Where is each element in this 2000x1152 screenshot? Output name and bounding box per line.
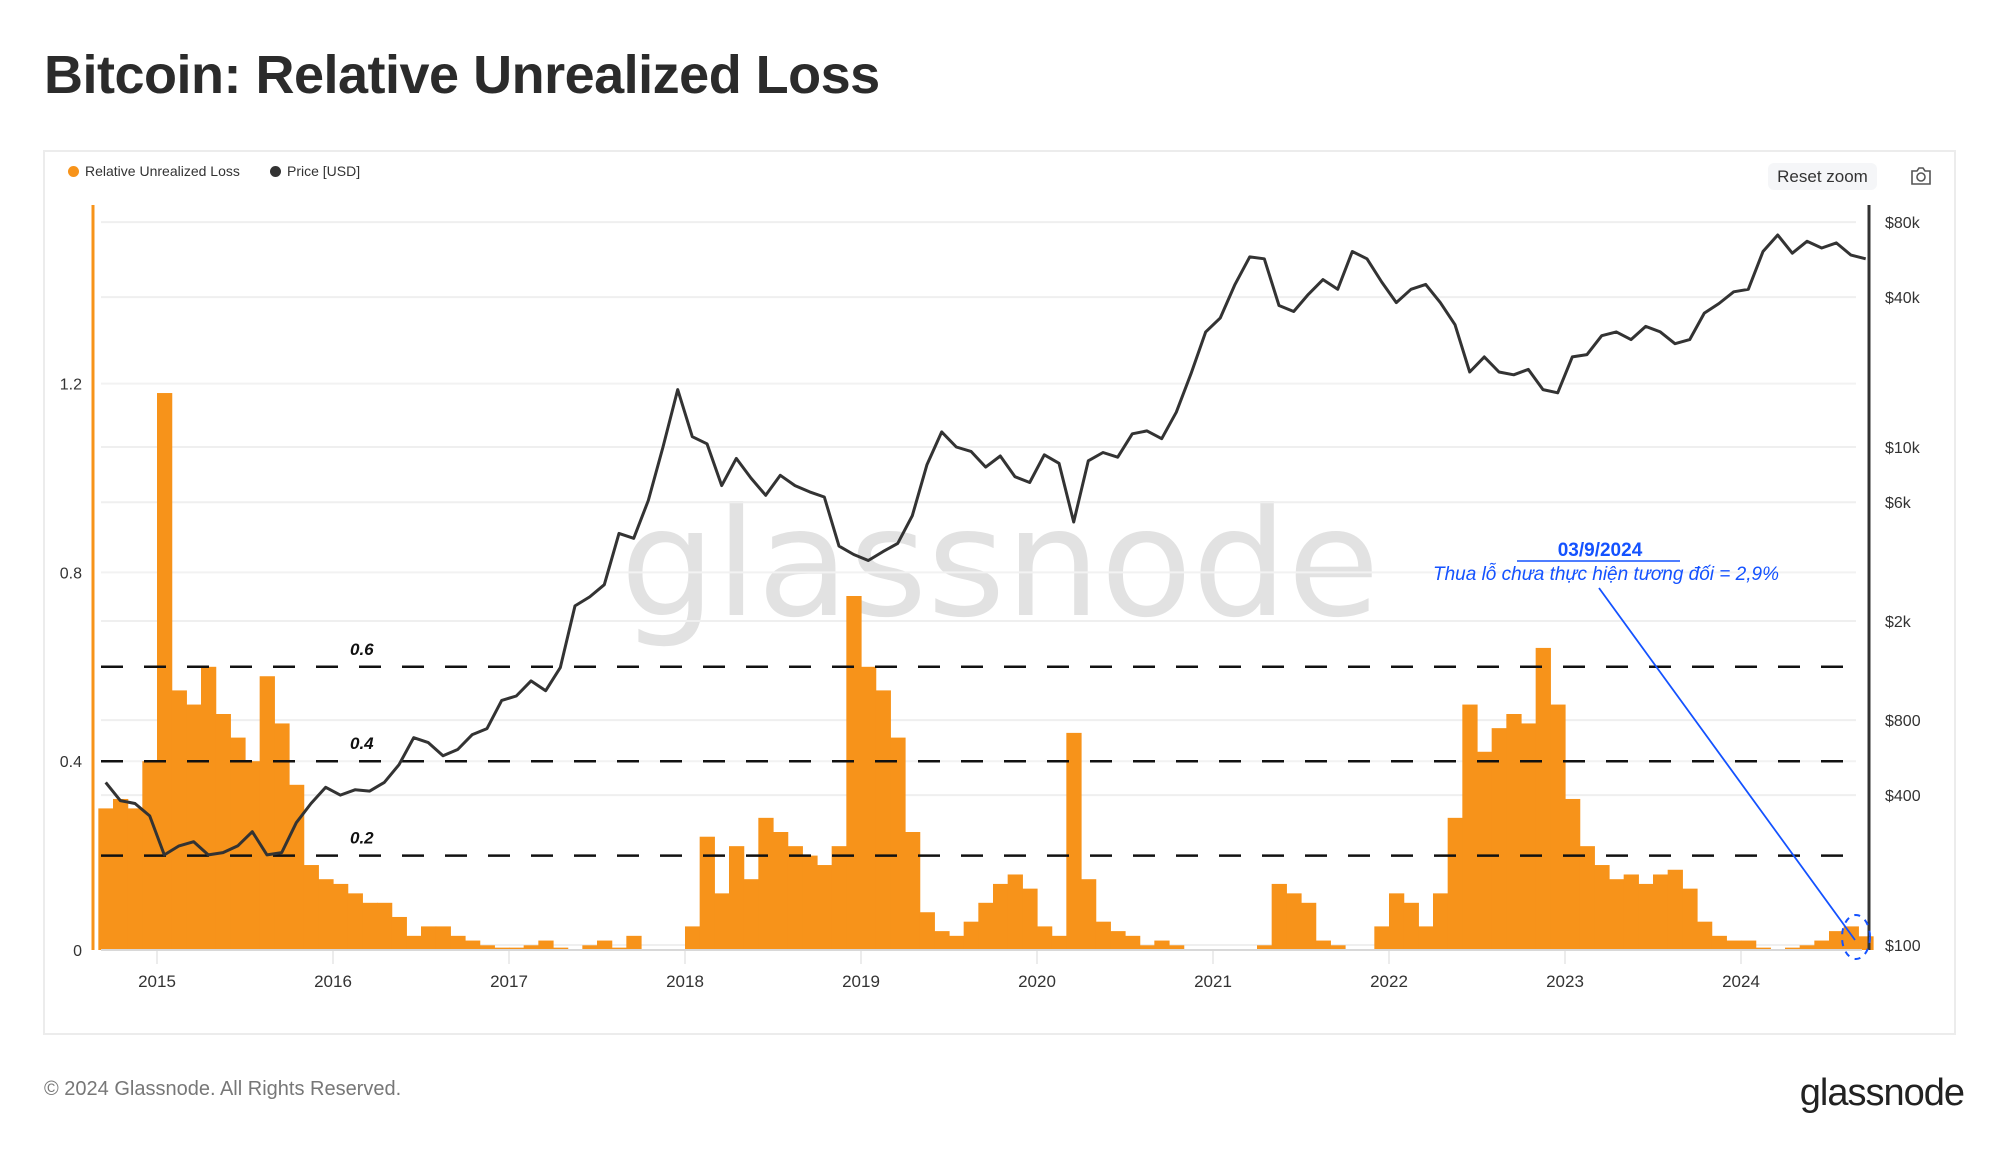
legend-dot-icon [270,165,281,177]
legend-label: Relative Unrealized Loss [85,163,240,179]
page-title: Bitcoin: Relative Unrealized Loss [44,45,880,105]
legend-dot-icon [68,165,79,177]
legend-item-rul[interactable]: Relative Unrealized Loss [68,163,240,179]
camera-icon[interactable] [1910,167,1932,185]
reset-zoom-button[interactable]: Reset zoom [1768,163,1877,190]
glassnode-logo: glassnode [1799,1072,1965,1114]
copyright: © 2024 Glassnode. All Rights Reserved. [44,1078,402,1100]
legend-item-price[interactable]: Price [USD] [270,163,360,179]
legend-label: Price [USD] [287,163,361,179]
chart-panel [43,150,1956,1035]
